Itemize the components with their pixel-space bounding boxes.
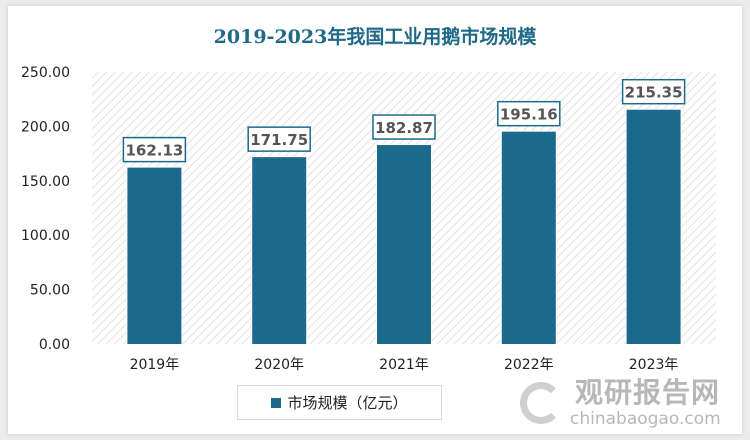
y-tick-label: 200.00 <box>21 119 70 135</box>
y-tick-label: 50.00 <box>30 283 70 299</box>
x-tick-label: 2019年 <box>130 357 180 373</box>
data-label-box <box>122 136 187 163</box>
data-label: 182.87 <box>375 119 433 137</box>
watermark-logo-icon <box>520 382 562 424</box>
legend-label: 市场规模（亿元） <box>287 394 408 412</box>
bar <box>252 157 307 344</box>
x-tick-label: 2023年 <box>629 357 679 373</box>
bar <box>501 131 556 344</box>
y-tick-label: 0.00 <box>39 337 70 353</box>
bar <box>377 145 431 344</box>
x-tick-label: 2022年 <box>504 357 554 373</box>
watermark-en: chinabaogao.com <box>570 409 721 429</box>
legend: 市场规模（亿元） <box>237 385 442 420</box>
x-tick-label: 2021年 <box>379 357 429 373</box>
y-tick-label: 250.00 <box>21 65 70 81</box>
data-label-box <box>497 100 561 127</box>
data-label: 195.16 <box>500 106 558 124</box>
bar <box>626 109 681 344</box>
watermark-cn: 观研报告网 <box>575 376 721 409</box>
legend-swatch <box>271 397 282 408</box>
y-tick-label: 100.00 <box>21 228 70 244</box>
chart-title: 2019-2023年我国工业用鹅市场规模 <box>213 26 537 48</box>
data-label: 171.75 <box>250 131 308 149</box>
x-tick-label: 2020年 <box>254 357 304 373</box>
data-label: 215.35 <box>625 84 683 102</box>
data-label-box <box>621 78 686 105</box>
data-label-box <box>372 114 436 140</box>
data-label: 162.13 <box>125 142 183 160</box>
bar <box>127 167 182 344</box>
y-tick-label: 150.00 <box>21 174 70 190</box>
data-label-box <box>247 126 311 152</box>
